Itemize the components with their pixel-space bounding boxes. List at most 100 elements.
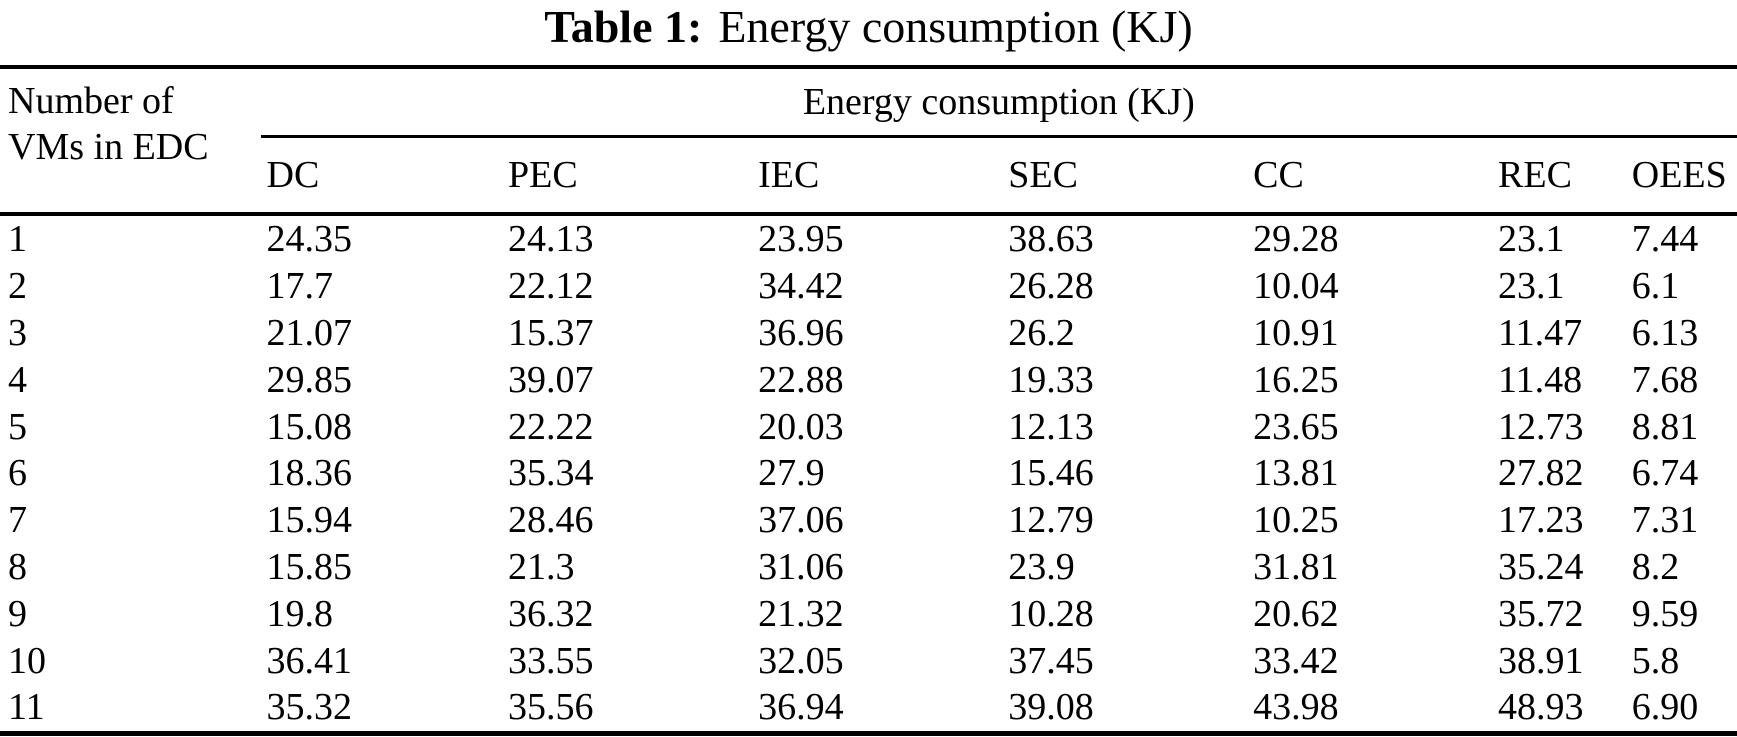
value-cell-dc: 35.32: [266, 686, 353, 729]
value-cell-sec: 39.08: [1008, 686, 1094, 729]
row-header-vms-in-edc: Number of VMs in EDC: [0, 67, 261, 216]
value-cell-iec: 31.06: [758, 545, 844, 588]
value-cell-cc: 33.42: [1253, 639, 1339, 682]
vms-count-cell: 5: [8, 405, 27, 448]
vms-count-cell: 10: [8, 639, 46, 682]
value-cell-pec: 33.55: [507, 639, 594, 682]
value-cell-rec: 23.1: [1498, 218, 1565, 261]
table-row: 6 18.36 35.34 27.9 15.46 13.81 27.82 6.74: [0, 450, 1737, 497]
group-header-row: Number of VMs in EDC Energy consumption …: [0, 67, 1737, 216]
value-cell-rec: 27.82: [1498, 452, 1584, 495]
value-cell-dc: 29.85: [266, 358, 353, 401]
value-cell-pec: 28.46: [507, 499, 594, 542]
value-cell-cc: 13.81: [1253, 452, 1339, 495]
table-header: Number of VMs in EDC Energy consumption …: [0, 67, 1737, 216]
value-cell-iec: 20.03: [758, 405, 844, 448]
value-cell-iec: 22.88: [758, 358, 844, 401]
value-cell-sec: 26.28: [1008, 265, 1094, 308]
column-header-cc: CC: [1247, 136, 1493, 216]
table-row: 3 21.07 15.37 36.96 26.2 10.91 11.47 6.13: [0, 310, 1737, 357]
value-cell-sec: 15.46: [1008, 452, 1094, 495]
value-cell-sec: 37.45: [1008, 639, 1094, 682]
value-cell-oees: 5.8: [1631, 639, 1680, 682]
row-header-line2: VMs in EDC: [8, 126, 209, 168]
value-cell-cc: 31.81: [1253, 545, 1339, 588]
value-cell-iec: 32.05: [758, 639, 844, 682]
value-cell-rec: 11.48: [1498, 358, 1583, 401]
value-cell-rec: 12.73: [1498, 405, 1584, 448]
value-cell-sec: 23.9: [1008, 545, 1075, 588]
value-cell-cc: 23.65: [1253, 405, 1339, 448]
value-cell-cc: 16.25: [1253, 358, 1339, 401]
column-header-sec: SEC: [1002, 136, 1248, 216]
value-cell-pec: 39.07: [507, 358, 594, 401]
value-cell-dc: 18.36: [266, 452, 353, 495]
table-row: 10 36.41 33.55 32.05 37.45 33.42 38.91 5.8: [0, 637, 1737, 684]
value-cell-oees: 7.31: [1631, 499, 1699, 542]
vms-count-cell: 2: [8, 265, 27, 308]
value-cell-cc: 43.98: [1253, 686, 1339, 729]
vms-count-cell: 7: [8, 499, 27, 542]
column-header-row: DC PEC IEC SEC CC REC OEES: [0, 136, 1737, 216]
value-cell-sec: 12.13: [1008, 405, 1094, 448]
value-cell-sec: 26.2: [1008, 311, 1075, 354]
value-cell-sec: 19.33: [1008, 358, 1094, 401]
table-row: 2 17.7 22.12 34.42 26.28 10.04 23.1 6.1: [0, 263, 1737, 310]
table-caption-label: Table 1:: [544, 1, 703, 52]
value-cell-pec: 22.12: [507, 265, 594, 308]
vms-count-cell: 4: [8, 358, 27, 401]
column-header-pec: PEC: [501, 136, 753, 216]
value-cell-dc: 19.8: [266, 592, 334, 635]
value-cell-iec: 36.94: [758, 686, 844, 729]
value-cell-pec: 15.37: [507, 311, 594, 354]
vms-count-cell: 1: [8, 218, 27, 261]
value-cell-oees: 6.1: [1631, 265, 1680, 308]
vms-count-cell: 9: [8, 592, 27, 635]
value-cell-dc: 24.35: [266, 218, 353, 261]
value-cell-oees: 9.59: [1631, 592, 1699, 635]
vms-count-cell: 6: [8, 452, 27, 495]
value-cell-dc: 21.07: [266, 311, 353, 354]
value-cell-pec: 22.22: [507, 405, 594, 448]
value-cell-rec: 23.1: [1498, 265, 1565, 308]
value-cell-rec: 35.72: [1498, 592, 1584, 635]
value-cell-cc: 29.28: [1253, 218, 1339, 261]
value-cell-oees: 6.90: [1631, 686, 1699, 729]
vms-count-cell: 8: [8, 545, 27, 588]
value-cell-iec: 27.9: [758, 452, 825, 495]
column-header-dc: DC: [260, 136, 502, 216]
table-row: 7 15.94 28.46 37.06 12.79 10.25 17.23 7.31: [0, 497, 1737, 544]
value-cell-cc: 10.04: [1253, 265, 1339, 308]
table-caption-text: Energy consumption (KJ): [718, 1, 1193, 52]
table-row: 8 15.85 21.3 31.06 23.9 31.81 35.24 8.2: [0, 544, 1737, 591]
energy-consumption-table: Number of VMs in EDC Energy consumption …: [0, 65, 1737, 736]
value-cell-pec: 24.13: [507, 218, 594, 261]
value-cell-iec: 23.95: [758, 218, 844, 261]
table-row: 11 35.32 35.56 36.94 39.08 43.98 48.93 6.90: [0, 684, 1737, 733]
value-cell-rec: 35.24: [1498, 545, 1584, 588]
value-cell-oees: 6.13: [1631, 311, 1699, 354]
vms-count-cell: 11: [8, 686, 45, 729]
value-cell-dc: 15.94: [266, 499, 353, 542]
value-cell-dc: 15.08: [266, 405, 353, 448]
value-cell-cc: 20.62: [1253, 592, 1339, 635]
value-cell-sec: 10.28: [1008, 592, 1094, 635]
column-header-iec: IEC: [752, 136, 1003, 216]
group-header-energy-consumption: Energy consumption (KJ): [260, 67, 1737, 138]
table-body: 1 24.35 24.13 23.95 38.63 29.28 23.1 7.44 2 17.7 2…: [0, 214, 1737, 733]
value-cell-oees: 8.81: [1631, 405, 1699, 448]
vms-count-cell: 3: [8, 311, 27, 354]
value-cell-iec: 21.32: [758, 592, 844, 635]
table-row: 1 24.35 24.13 23.95 38.63 29.28 23.1 7.44: [0, 214, 1737, 263]
value-cell-oees: 7.68: [1631, 358, 1699, 401]
value-cell-sec: 12.79: [1008, 499, 1094, 542]
value-cell-dc: 36.41: [266, 639, 353, 682]
value-cell-pec: 21.3: [507, 545, 575, 588]
value-cell-cc: 10.91: [1253, 311, 1339, 354]
value-cell-pec: 36.32: [507, 592, 594, 635]
value-cell-rec: 11.47: [1498, 311, 1583, 354]
value-cell-oees: 7.44: [1631, 218, 1699, 261]
table-row: 5 15.08 22.22 20.03 12.13 23.65 12.73 8.81: [0, 403, 1737, 450]
table-caption: Table 1: Energy consumption (KJ): [0, 0, 1737, 54]
